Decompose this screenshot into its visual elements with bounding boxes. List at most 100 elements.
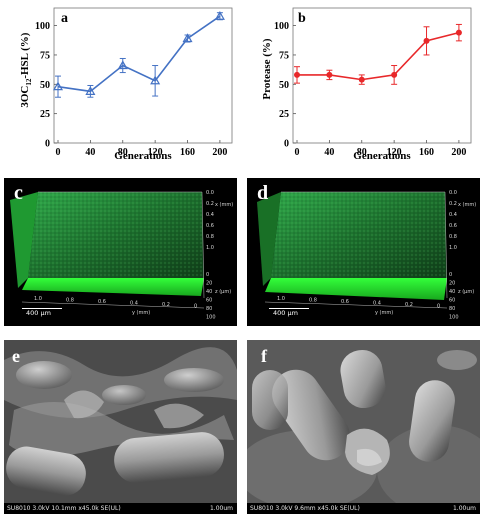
sem-texture-f <box>247 340 480 514</box>
sem-image-f: f SU8010 3.0kV 9.6mm x45.0k SE(UL) 1.00u… <box>247 340 480 514</box>
confocal-x-tick: 0.2 <box>206 201 214 207</box>
scale-bar-label-c: 400 μm <box>26 309 51 317</box>
y-tick-label: 0 <box>45 139 50 150</box>
confocal-image-c: x (mm) z (μm) y (mm) 0.0 0.2 0.4 0.6 0.8 1.0 0… <box>4 178 237 326</box>
x-tick-label: 200 <box>212 147 227 158</box>
sem-info-bar-f: SU8010 3.0kV 9.6mm x45.0k SE(UL) 1.00um <box>247 503 480 514</box>
data-point <box>150 75 161 85</box>
confocal-x-tick: 0.0 <box>206 190 214 196</box>
y-tick-label: 100 <box>274 21 289 32</box>
confocal-x-tick: 0.8 <box>449 234 457 240</box>
confocal-x-tick: 1.0 <box>449 245 457 251</box>
x-tick-label: 160 <box>419 147 434 158</box>
y-tick-label: 75 <box>40 50 50 61</box>
data-point <box>117 60 128 70</box>
sem-image-e: e SU8010 3.0kV 10.1mm x45.0k SE(UL) 1.00… <box>4 340 237 514</box>
confocal-y-tick: 0 <box>437 304 440 310</box>
x-tick-label: 120 <box>387 147 402 158</box>
data-point <box>214 11 225 20</box>
confocal-x-tick: 0.4 <box>206 212 214 218</box>
x-tick-label: 120 <box>148 147 163 158</box>
confocal-z-tick: 60 <box>449 298 455 304</box>
confocal-z-tick: 0 <box>449 272 452 278</box>
sem-scale-text-e: 1.00um <box>209 505 233 512</box>
confocal-y-tick: 1.0 <box>277 296 285 302</box>
data-point <box>85 86 96 95</box>
confocal-z-tick: 80 <box>449 306 455 312</box>
confocal-z-tick: 40 <box>449 289 455 295</box>
x-tick-label: 200 <box>451 147 466 158</box>
sem-info-bar-e: SU8010 3.0kV 10.1mm x45.0k SE(UL) 1.00um <box>4 503 237 514</box>
x-tick-label: 160 <box>180 147 195 158</box>
confocal-z-tick: 20 <box>206 281 212 287</box>
data-point <box>294 71 300 78</box>
data-point <box>391 71 398 78</box>
y-tick-label: 50 <box>279 80 289 91</box>
chart-b-xlabel: Generations <box>353 150 411 162</box>
confocal-y-tick: 0.2 <box>405 302 413 308</box>
confocal-z-tick: 0 <box>206 272 209 278</box>
panel-letter-c: c <box>14 182 23 204</box>
confocal-c-z-axis-label: z (μm) <box>215 289 231 295</box>
data-point <box>455 29 462 36</box>
confocal-x-tick: 1.0 <box>206 245 214 251</box>
chart-a-ylabel: 3OC12-HSL (%) <box>18 32 34 108</box>
confocal-y-tick: 0 <box>194 304 197 310</box>
data-point <box>423 37 430 44</box>
scale-bar-d <box>269 308 309 309</box>
confocal-y-tick: 0.2 <box>162 302 170 308</box>
confocal-image-d: x (mm) z (μm) y (mm) 0.0 0.2 0.4 0.6 0.8 1.0 0… <box>247 178 480 326</box>
sem-info-text-f: SU8010 3.0kV 9.6mm x45.0k SE(UL) <box>250 505 360 512</box>
confocal-d-z-axis-label: z (μm) <box>458 289 474 295</box>
confocal-y-tick: 0.8 <box>66 298 74 304</box>
confocal-z-tick: 80 <box>206 306 212 312</box>
x-tick-label: 80 <box>357 147 367 158</box>
confocal-x-tick: 0.2 <box>449 201 457 207</box>
series-line-a <box>57 15 221 93</box>
confocal-y-tick: 1.0 <box>34 296 42 302</box>
x-tick-label: 0 <box>56 147 61 158</box>
x-tick-label: 40 <box>324 147 334 158</box>
confocal-y-tick: 0.6 <box>341 299 349 305</box>
panel-letter-a: a <box>61 11 68 26</box>
panel-letter-d: d <box>257 182 269 204</box>
confocal-x-tick: 0.0 <box>449 190 457 196</box>
confocal-x-tick: 0.6 <box>449 223 457 229</box>
series-line-b <box>297 31 460 81</box>
confocal-z-tick: 20 <box>449 281 455 287</box>
sem-scale-text-f: 1.00um <box>452 505 476 512</box>
scale-bar-label-d: 400 μm <box>273 309 298 317</box>
y-tick-label: 50 <box>40 80 50 91</box>
data-point <box>182 33 193 43</box>
plot-frame-b <box>292 7 472 144</box>
biofilm-3d-render-d: x (mm) z (μm) y (mm) 0.0 0.2 0.4 0.6 0.8 1.0 0… <box>257 190 476 321</box>
y-tick-label: 100 <box>35 21 50 32</box>
confocal-y-tick: 0.4 <box>130 301 138 307</box>
y-tick-label: 25 <box>40 109 50 120</box>
biofilm-3d-render-c: x (mm) z (μm) y (mm) 0.0 0.2 0.4 0.6 0.8 1.0 0… <box>10 190 233 321</box>
confocal-z-tick: 40 <box>206 289 212 295</box>
y-tick-label: 0 <box>284 139 289 150</box>
confocal-x-tick: 0.8 <box>206 234 214 240</box>
scale-bar-c <box>22 308 62 309</box>
plot-frame-a <box>53 7 233 144</box>
confocal-y-tick: 0.8 <box>309 298 317 304</box>
confocal-z-tick: 100 <box>206 315 216 321</box>
confocal-c-x-axis-label: x (mm) <box>215 202 233 208</box>
chart-b-ylabel: Protease (%) <box>261 38 273 100</box>
confocal-y-tick: 0.4 <box>373 301 381 307</box>
confocal-d-y-axis-label: y (mm) <box>375 310 393 316</box>
confocal-x-tick: 0.6 <box>206 223 214 229</box>
data-point <box>52 81 64 91</box>
confocal-x-tick: 0.4 <box>449 212 457 218</box>
data-point <box>358 76 365 83</box>
confocal-z-tick: 100 <box>449 315 459 321</box>
confocal-d-x-axis-label: x (mm) <box>458 202 476 208</box>
chart-a-xlabel: Generations <box>114 150 172 162</box>
x-tick-label: 0 <box>295 147 300 158</box>
chart-b: b 0 25 50 75 100 0 40 80 120 160 200 <box>274 7 472 158</box>
panel-letter-e: e <box>12 346 20 366</box>
data-point <box>326 71 333 78</box>
x-tick-label: 40 <box>85 147 95 158</box>
confocal-y-tick: 0.6 <box>98 299 106 305</box>
